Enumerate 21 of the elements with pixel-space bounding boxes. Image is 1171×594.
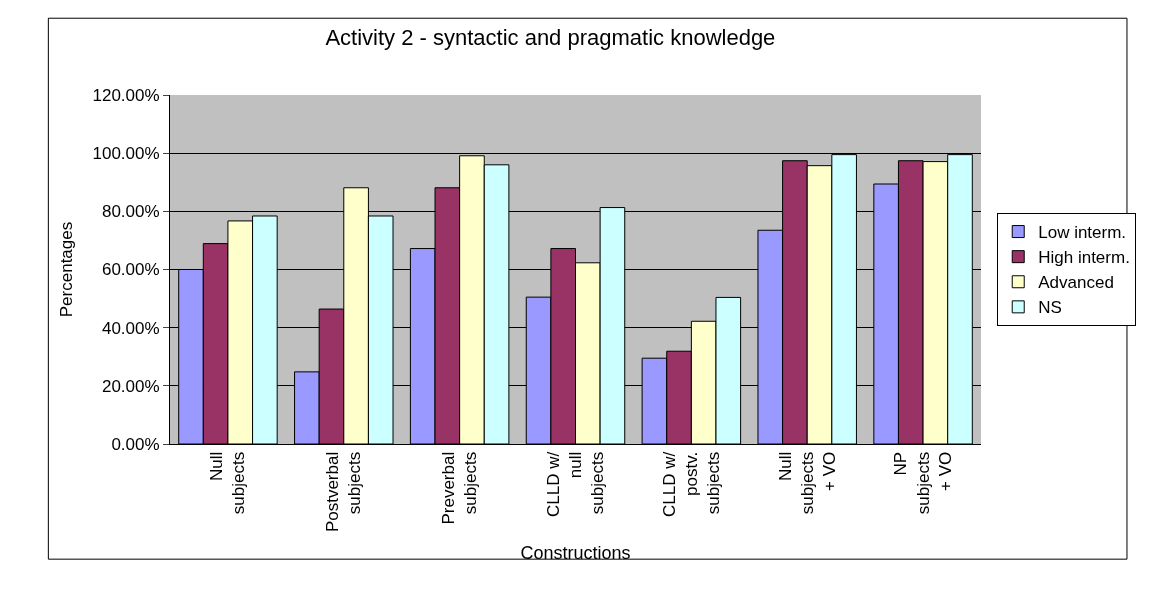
x-tick-label: Postverbal subjects bbox=[323, 451, 365, 533]
x-tick-label: CLLD w/ postv. subjects bbox=[659, 451, 723, 517]
x-tick-label: CLLD w/ null subjects bbox=[543, 451, 608, 517]
y-axis-title: Percentages bbox=[57, 221, 77, 318]
x-tick-label: Null subjects + VO bbox=[775, 451, 839, 515]
legend-label: High interm. bbox=[1038, 248, 1130, 268]
legend-label: Low interm. bbox=[1038, 223, 1127, 243]
legend-label: Advanced bbox=[1038, 273, 1114, 293]
y-tick-label: 60.00% bbox=[101, 260, 160, 280]
y-tick-label: 120.00% bbox=[92, 85, 160, 105]
y-tick-label: 0.00% bbox=[111, 434, 160, 454]
x-tick-label: NP subjects + VO bbox=[891, 451, 955, 515]
y-tick-label: 80.00% bbox=[101, 202, 160, 222]
legend-label: NS bbox=[1038, 298, 1062, 318]
y-tick-label: 20.00% bbox=[101, 376, 160, 396]
chart-title: Activity 2 - syntactic and pragmatic knowledge bbox=[325, 25, 776, 51]
y-tick-label: 40.00% bbox=[101, 318, 160, 338]
x-axis-title: Constructions bbox=[520, 543, 631, 564]
y-tick-label: 100.00% bbox=[92, 144, 160, 164]
x-tick-label: Null subjects bbox=[207, 451, 249, 515]
x-tick-label: Preverbal subjects bbox=[439, 451, 481, 525]
